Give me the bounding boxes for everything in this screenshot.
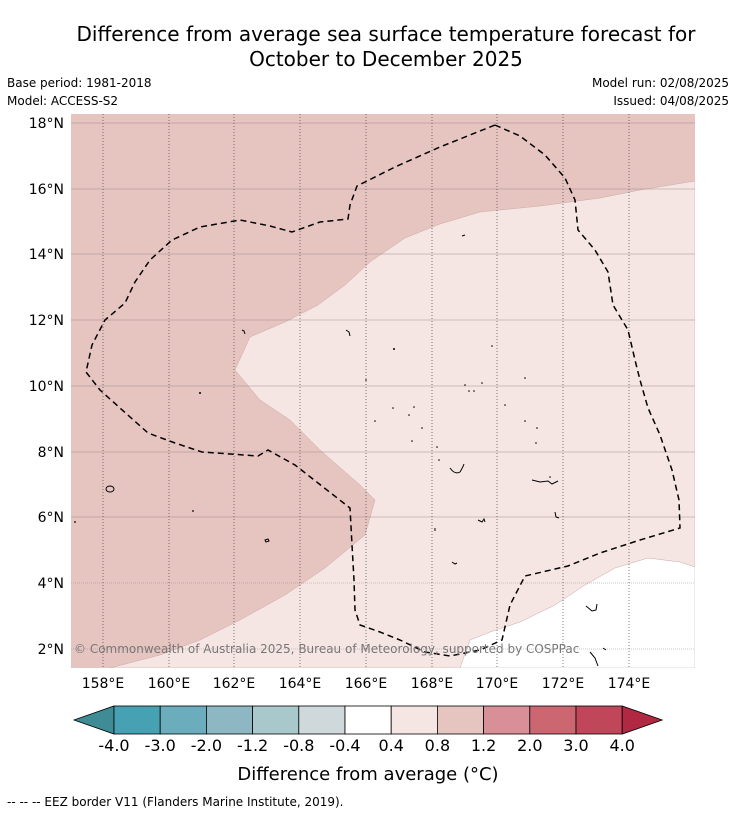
- lat-label: 6°N: [38, 510, 64, 526]
- lon-label: 162°E: [213, 676, 256, 692]
- colorbar-swatch: [575, 705, 623, 735]
- lat-label: 16°N: [29, 182, 64, 198]
- model-name: Model: ACCESS-S2: [7, 94, 119, 108]
- zone-neutral: [459, 557, 695, 668]
- colorbar-swatch: [298, 705, 346, 735]
- colorbar-tick-label: -0.8: [283, 736, 314, 755]
- colorbar-tick-label: -0.4: [329, 736, 360, 755]
- issued-date: Issued: 04/08/2025: [613, 94, 729, 108]
- colorbar-tick-label: 0.4: [378, 736, 403, 755]
- meta-left: Base period: 1981-2018 Model: ACCESS-S2: [7, 74, 152, 110]
- colorbar-tick-label: -3.0: [145, 736, 176, 755]
- lat-label: 4°N: [38, 576, 64, 592]
- colorbar-swatch: [205, 705, 253, 735]
- colorbar-arrow-high: [621, 705, 664, 735]
- colorbar-tick-label: -2.0: [191, 736, 222, 755]
- colorbar-swatch: [436, 705, 484, 735]
- colorbar-tick-label: 3.0: [563, 736, 588, 755]
- lat-label: 12°N: [29, 313, 64, 329]
- islands: [105, 234, 607, 667]
- colorbar-tick-label: -1.2: [237, 736, 268, 755]
- colorbar-swatch: [344, 705, 392, 735]
- lon-label: 164°E: [279, 676, 322, 692]
- title-line-2: October to December 2025: [249, 47, 523, 71]
- atolls: [74, 345, 551, 523]
- lon-label: 174°E: [608, 676, 651, 692]
- colorbar-tick-label: 1.2: [471, 736, 496, 755]
- base-period: Base period: 1981-2018: [7, 76, 152, 90]
- lat-label: 18°N: [29, 116, 64, 132]
- colorbar-ticks: -4.0 -3.0 -2.0 -1.2 -0.8 -0.4 0.4 0.8 1.2 2.0 3.0 4…: [98, 736, 635, 755]
- colorbar-tick-label: 2.0: [517, 736, 542, 755]
- zone-0.4-0.8: [109, 180, 695, 668]
- chart-title: Difference from average sea surface temp…: [0, 22, 736, 72]
- lon-label: 158°E: [82, 676, 125, 692]
- lat-gridlines: [71, 122, 695, 650]
- model-run: Model run: 02/08/2025: [591, 76, 729, 90]
- lat-label: 8°N: [38, 445, 64, 461]
- lon-gridlines: [102, 114, 630, 668]
- lon-label: 166°E: [345, 676, 388, 692]
- lat-labels: 18°N 16°N 14°N 12°N 10°N 8°N 6°N 4°N 2°N: [29, 116, 64, 658]
- lon-label: 160°E: [148, 676, 191, 692]
- colorbar-swatch: [113, 705, 161, 735]
- colorbar-tick-label: 0.8: [425, 736, 450, 755]
- colorbar-arrow-low: [72, 705, 115, 735]
- colorbar: [72, 705, 664, 735]
- eez-border: [85, 124, 681, 657]
- lon-label: 168°E: [411, 676, 454, 692]
- colorbar-swatch: [483, 705, 531, 735]
- footnote: -- -- -- EEZ border V11 (Flanders Marine…: [7, 795, 344, 809]
- lat-label: 10°N: [29, 379, 64, 395]
- title-line-1: Difference from average sea surface temp…: [76, 22, 696, 46]
- colorbar-tick-label: -4.0: [98, 736, 129, 755]
- copyright-text: © Commonwealth of Australia 2025, Bureau…: [74, 642, 579, 656]
- lat-label: 14°N: [29, 247, 64, 263]
- colorbar-swatch: [159, 705, 207, 735]
- meta-right: Model run: 02/08/2025 Issued: 04/08/2025: [592, 74, 729, 110]
- colorbar-swatch: [529, 705, 577, 735]
- lon-label: 172°E: [542, 676, 585, 692]
- colorbar-swatch: [390, 705, 438, 735]
- lon-label: 170°E: [476, 676, 519, 692]
- lon-labels: 158°E 160°E 162°E 164°E 166°E 168°E 170°…: [82, 676, 651, 692]
- colorbar-swatch: [252, 705, 300, 735]
- colorbar-title: Difference from average (°C): [237, 764, 498, 785]
- colorbar-tick-label: 4.0: [609, 736, 634, 755]
- map-area: © Commonwealth of Australia 2025, Bureau…: [71, 114, 695, 668]
- lat-label: 2°N: [38, 642, 64, 658]
